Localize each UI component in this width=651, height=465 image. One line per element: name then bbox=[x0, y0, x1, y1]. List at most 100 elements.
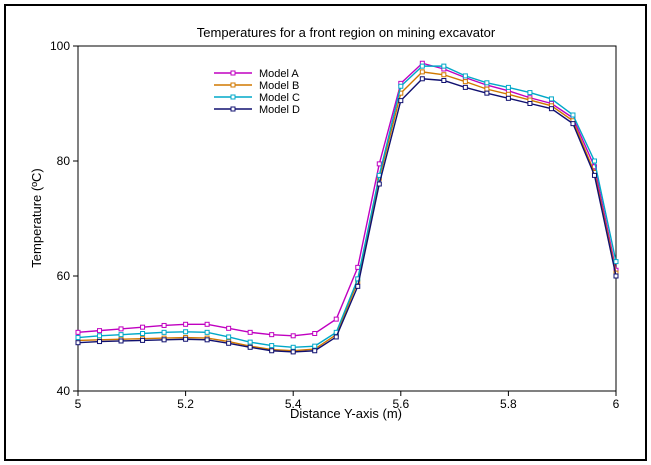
data-point bbox=[505, 91, 511, 97]
data-point bbox=[269, 348, 275, 354]
y-tick-label: 60 bbox=[57, 269, 71, 283]
data-point bbox=[312, 343, 318, 349]
data-point bbox=[290, 349, 296, 355]
legend-swatch-marker bbox=[230, 82, 236, 88]
data-point bbox=[183, 329, 189, 335]
data-point bbox=[484, 86, 490, 92]
data-point bbox=[462, 73, 468, 79]
data-point bbox=[570, 121, 576, 127]
x-tick-label: 5.2 bbox=[177, 397, 194, 411]
x-axis-label: Distance Y-axis (m) bbox=[290, 406, 402, 421]
data-point bbox=[462, 79, 468, 85]
data-point bbox=[613, 273, 619, 279]
y-tick-label: 80 bbox=[57, 154, 71, 168]
chart-title: Temperatures for a front region on minin… bbox=[197, 25, 496, 40]
legend-swatch-marker bbox=[230, 94, 236, 100]
data-point bbox=[376, 181, 382, 187]
series-line bbox=[77, 62, 617, 337]
chart-frame bbox=[4, 4, 647, 461]
y-tick-label: 40 bbox=[57, 384, 71, 398]
legend-item: Model D bbox=[214, 104, 300, 116]
data-point bbox=[505, 84, 511, 90]
legend-label: Model D bbox=[259, 104, 300, 116]
data-point bbox=[613, 259, 619, 265]
y-axis-label: Temperature (ºC) bbox=[29, 168, 44, 267]
data-point bbox=[226, 334, 232, 340]
x-tick-label: 6 bbox=[613, 397, 620, 411]
data-point bbox=[140, 331, 146, 336]
data-point bbox=[312, 331, 318, 336]
data-point bbox=[570, 112, 576, 118]
data-point bbox=[419, 69, 425, 75]
data-point bbox=[591, 172, 597, 178]
series-line bbox=[77, 65, 617, 349]
legend-swatch-marker bbox=[230, 106, 236, 112]
data-point bbox=[204, 337, 210, 343]
data-point bbox=[419, 63, 425, 69]
data-point bbox=[97, 339, 103, 345]
y-axis-ticks: 40 60 80 100 bbox=[50, 39, 78, 398]
data-point bbox=[161, 337, 167, 343]
data-point bbox=[312, 348, 318, 354]
x-tick-label: 5 bbox=[75, 397, 82, 411]
data-point bbox=[290, 344, 296, 350]
legend-item: Model C bbox=[214, 92, 300, 104]
data-point bbox=[140, 337, 146, 343]
data-point bbox=[441, 78, 447, 83]
x-tick-label: 5.4 bbox=[285, 397, 302, 411]
data-point bbox=[462, 84, 468, 90]
legend-label: Model B bbox=[259, 80, 299, 92]
data-point bbox=[247, 344, 253, 350]
data-point bbox=[548, 106, 554, 112]
data-point bbox=[75, 329, 81, 335]
data-point bbox=[247, 329, 253, 335]
y-tick-label: 100 bbox=[50, 39, 70, 53]
data-point bbox=[118, 332, 124, 338]
data-point bbox=[204, 321, 210, 327]
data-point bbox=[183, 321, 189, 327]
series-line bbox=[77, 71, 617, 352]
data-point bbox=[441, 63, 447, 69]
legend-label: Model C bbox=[259, 92, 300, 104]
data-point bbox=[118, 338, 124, 344]
x-tick-label: 5.6 bbox=[392, 397, 409, 411]
data-point bbox=[183, 336, 189, 342]
data-point bbox=[376, 161, 382, 167]
series-model-c bbox=[75, 63, 619, 350]
data-point bbox=[247, 339, 253, 345]
data-point bbox=[441, 72, 447, 78]
data-point bbox=[333, 334, 339, 340]
data-point bbox=[355, 283, 361, 289]
data-point bbox=[97, 328, 103, 334]
data-point bbox=[591, 158, 597, 164]
data-point bbox=[484, 90, 490, 96]
data-point bbox=[527, 90, 533, 96]
data-point bbox=[161, 329, 167, 335]
legend-swatch-marker bbox=[230, 70, 236, 76]
series-line bbox=[77, 78, 617, 353]
series-model-d bbox=[75, 76, 619, 355]
series-model-a bbox=[75, 60, 619, 339]
data-point bbox=[505, 95, 511, 101]
data-point bbox=[140, 324, 146, 330]
data-point bbox=[118, 326, 124, 332]
data-point bbox=[161, 322, 167, 328]
data-point bbox=[97, 333, 103, 339]
data-point bbox=[75, 340, 81, 346]
plot-area bbox=[77, 45, 617, 392]
data-point bbox=[398, 83, 404, 89]
legend-item: Model B bbox=[214, 80, 299, 92]
data-point bbox=[269, 332, 275, 338]
data-point bbox=[269, 343, 275, 349]
data-point bbox=[226, 325, 232, 331]
x-tick-label: 5.8 bbox=[500, 397, 517, 411]
data-point bbox=[419, 76, 425, 82]
legend-label: Model A bbox=[259, 68, 299, 80]
data-point bbox=[333, 316, 339, 322]
data-point bbox=[204, 329, 210, 335]
data-point bbox=[398, 98, 404, 104]
series-layer bbox=[75, 60, 619, 355]
legend-item: Model A bbox=[214, 68, 299, 80]
